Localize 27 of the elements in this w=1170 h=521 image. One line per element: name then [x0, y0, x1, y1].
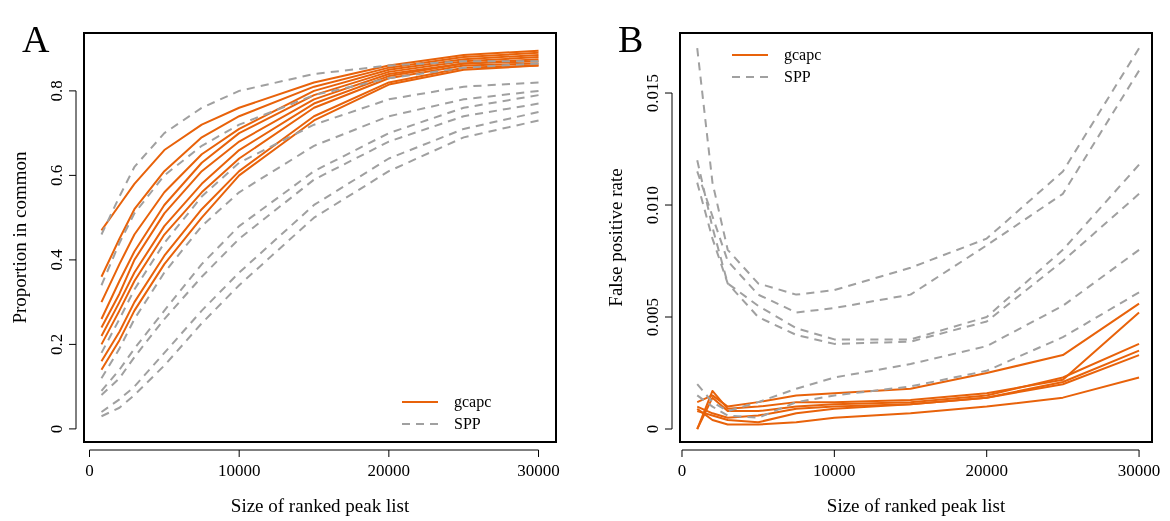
x-tick-label: 0	[677, 461, 687, 480]
y-tick-label: 0	[47, 424, 66, 434]
y-tick-label: 0.4	[47, 248, 66, 271]
x-tick-label: 10000	[217, 461, 261, 480]
y-axis-title: Proportion in common	[9, 150, 30, 324]
chart-title: A	[22, 18, 50, 60]
legend-label: gcapc	[454, 393, 492, 411]
x-tick-label: 20000	[367, 461, 411, 480]
x-axis-title: Size of ranked peak list	[230, 495, 410, 516]
y-tick-label: 0.005	[643, 297, 662, 337]
x-axis-title: Size of ranked peak list	[826, 495, 1006, 516]
chart-title: B	[618, 18, 644, 60]
legend-label: gcapc	[784, 46, 822, 64]
legend-label: SPP	[784, 68, 811, 85]
y-tick-label: 0	[643, 424, 662, 434]
x-tick-label: 30000	[1117, 461, 1161, 480]
y-tick-label: 0.010	[643, 185, 662, 225]
x-tick-label: 20000	[965, 461, 1008, 480]
y-axis-title: False positive rate	[605, 168, 626, 307]
x-tick-label: 30000	[517, 461, 560, 480]
x-tick-label: 0	[85, 461, 94, 480]
y-tick-label: 0.2	[47, 333, 66, 356]
y-tick-label: 0.6	[47, 164, 66, 187]
y-tick-label: 0.015	[643, 73, 662, 113]
x-tick-label: 10000	[813, 461, 856, 480]
y-tick-label: 0.8	[47, 80, 66, 102]
legend-label: SPP	[454, 415, 481, 432]
